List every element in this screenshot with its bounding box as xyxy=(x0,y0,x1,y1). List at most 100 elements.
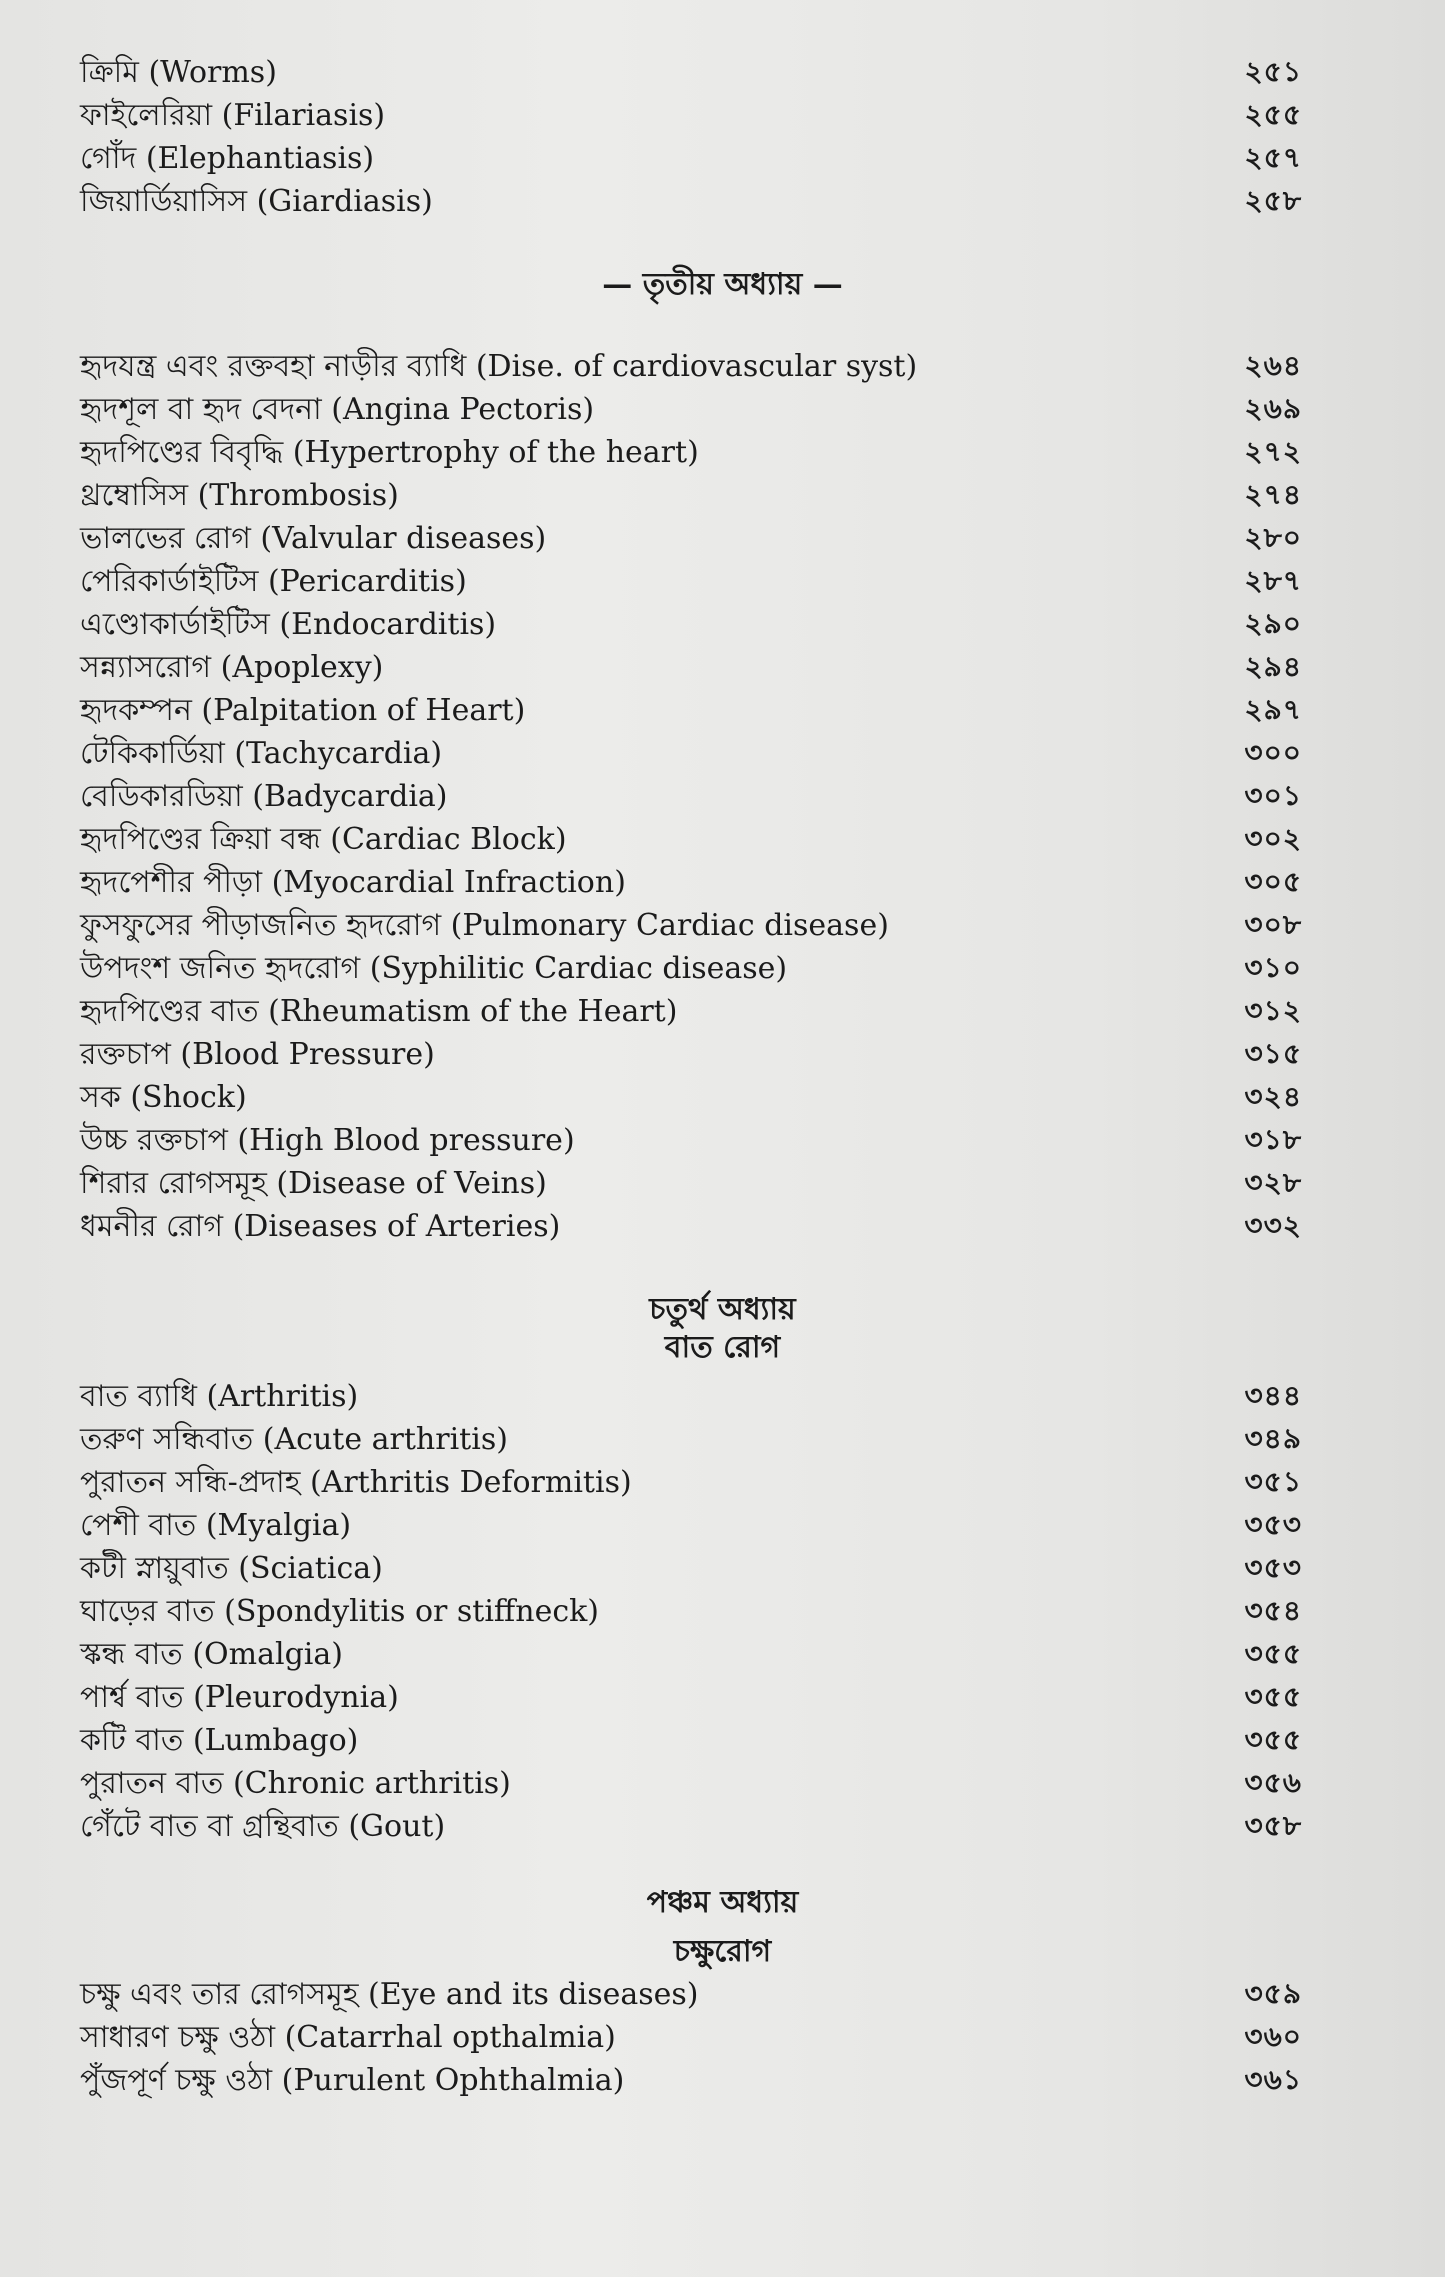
toc-entry: হৃদপিণ্ডের বাত (Rheumatism of the Heart)… xyxy=(80,991,1302,1034)
toc-entry: বেডিকারডিয়া (Badycardia) ৩০১ xyxy=(80,776,1302,819)
entry-page-number: ৩২৮ xyxy=(1244,1166,1302,1199)
entry-title: সাধারণ চক্ষু ওঠা (Catarrhal opthalmia) xyxy=(80,2020,616,2055)
entry-page-number: ৩০৫ xyxy=(1244,865,1302,898)
entry-page-number: ২৫৮ xyxy=(1244,184,1302,217)
entry-page-number: ৩৬০ xyxy=(1244,2020,1302,2053)
toc-entry: হৃদশূল বা হৃদ বেদনা (Angina Pectoris) ২৬৯ xyxy=(80,389,1302,432)
entry-page-number: ২৫১ xyxy=(1244,55,1302,88)
entry-page-number: ৩৩২ xyxy=(1244,1209,1302,1242)
entry-page-number: ৩৫৫ xyxy=(1244,1723,1302,1756)
section-entries: ক্রিমি (Worms) ২৫১ ফাইলেরিয়া (Filariasis)… xyxy=(80,52,1302,224)
entry-page-number: ২৬৯ xyxy=(1244,392,1302,425)
entry-title: হৃদপিণ্ডের ক্রিয়া বন্ধ (Cardiac Block) xyxy=(80,822,567,857)
toc-entry: তরুণ সন্ধিবাত (Acute arthritis) ৩৪৯ xyxy=(80,1419,1302,1462)
entry-title: বাত ব্যাধি (Arthritis) xyxy=(80,1379,359,1414)
toc-entry: ক্রিমি (Worms) ২৫১ xyxy=(80,52,1302,95)
chapter-heading: — তৃতীয় অধ্যায় — xyxy=(0,265,1445,305)
chapter-heading: চতুর্থ অধ্যায় বাত রোগ xyxy=(0,1291,1445,1367)
entry-title: পুঁজপূর্ণ চক্ষু ওঠা (Purulent Ophthalmia… xyxy=(80,2063,625,2098)
toc-entry: ফাইলেরিয়া (Filariasis) ২৫৫ xyxy=(80,95,1302,138)
toc-entry: গোঁদ (Elephantiasis) ২৫৭ xyxy=(80,138,1302,181)
toc-entry: হৃদপিণ্ডের ক্রিয়া বন্ধ (Cardiac Block) ৩… xyxy=(80,819,1302,862)
entry-title: টেকিকার্ডিয়া (Tachycardia) xyxy=(80,736,443,771)
entry-page-number: ৩৫৮ xyxy=(1244,1809,1302,1842)
entry-title: পেশী বাত (Myalgia) xyxy=(80,1508,352,1543)
chapter-title: চতুর্থ অধ্যায় xyxy=(649,1292,796,1327)
toc-entry: পেরিকার্ডাইটিস (Pericarditis) ২৮৭ xyxy=(80,561,1302,604)
chapter-title: — তৃতীয় অধ্যায় — xyxy=(602,267,843,302)
entry-page-number: ৩৪৯ xyxy=(1244,1422,1302,1455)
chapter-subtitle: চক্ষুরোগ xyxy=(673,1934,772,1969)
entry-title: পুরাতন সন্ধি-প্রদাহ (Arthritis Deformiti… xyxy=(80,1465,632,1500)
toc-entry: ভালভের রোগ (Valvular diseases) ২৮০ xyxy=(80,518,1302,561)
entry-page-number: ২৮০ xyxy=(1244,521,1302,554)
toc-entry: ফুসফুসের পীড়াজনিত হৃদরোগ (Pulmonary Car… xyxy=(80,905,1302,948)
entry-title: ধমনীর রোগ (Diseases of Arteries) xyxy=(80,1209,561,1244)
toc-entry: হৃদযন্ত্র এবং রক্তবহা নাড়ীর ব্যাধি (Dis… xyxy=(80,346,1302,389)
entry-title: ক্রিমি (Worms) xyxy=(80,55,277,90)
entry-title: উচ্চ রক্তচাপ (High Blood pressure) xyxy=(80,1123,575,1158)
entry-title: হৃদপিণ্ডের বাত (Rheumatism of the Heart) xyxy=(80,994,678,1029)
entry-page-number: ৩৪৪ xyxy=(1244,1379,1302,1412)
toc-entry: সাধারণ চক্ষু ওঠা (Catarrhal opthalmia) ৩৬… xyxy=(80,2017,1302,2060)
toc-entry: শিরার রোগসমূহ (Disease of Veins) ৩২৮ xyxy=(80,1163,1302,1206)
chapter-title: পঞ্চম অধ্যায় xyxy=(646,1885,799,1920)
entry-title: হৃদপেশীর পীড়া (Myocardial Infraction) xyxy=(80,865,626,900)
entry-page-number: ৩১০ xyxy=(1244,951,1302,984)
entry-title: পুরাতন বাত (Chronic arthritis) xyxy=(80,1766,511,1801)
entry-title: ঘাড়ের বাত (Spondylitis or stiffneck) xyxy=(80,1594,600,1629)
entry-page-number: ৩৫১ xyxy=(1244,1465,1302,1498)
entry-title: ফুসফুসের পীড়াজনিত হৃদরোগ (Pulmonary Car… xyxy=(80,908,889,943)
entry-title: তরুণ সন্ধিবাত (Acute arthritis) xyxy=(80,1422,508,1457)
toc-entry: এণ্ডোকার্ডাইটিস (Endocarditis) ২৯০ xyxy=(80,604,1302,647)
entry-title: রক্তচাপ (Blood Pressure) xyxy=(80,1037,435,1072)
section-entries: বাত ব্যাধি (Arthritis) ৩৪৪ তরুণ সন্ধিবাত (… xyxy=(80,1376,1302,1849)
entry-title: হৃদপিণ্ডের বিবৃদ্ধি (Hypertrophy of the … xyxy=(80,435,699,470)
section-entries: চক্ষু এবং তার রোগসমূহ (Eye and its disea… xyxy=(80,1974,1302,2103)
entry-title: ফাইলেরিয়া (Filariasis) xyxy=(80,98,386,133)
entry-title: থ্রম্বোসিস (Thrombosis) xyxy=(80,478,399,513)
toc-entry: থ্রম্বোসিস (Thrombosis) ২৭৪ xyxy=(80,475,1302,518)
toc-entry: পার্শ্ব বাত (Pleurodynia) ৩৫৫ xyxy=(80,1677,1302,1720)
toc-entry: পুরাতন সন্ধি-প্রদাহ (Arthritis Deformiti… xyxy=(80,1462,1302,1505)
entry-title: বেডিকারডিয়া (Badycardia) xyxy=(80,779,448,814)
entry-page-number: ২৭২ xyxy=(1244,435,1302,468)
toc-entry: পুরাতন বাত (Chronic arthritis) ৩৫৬ xyxy=(80,1763,1302,1806)
toc-entry: চক্ষু এবং তার রোগসমূহ (Eye and its disea… xyxy=(80,1974,1302,2017)
toc-entry: ধমনীর রোগ (Diseases of Arteries) ৩৩২ xyxy=(80,1206,1302,1249)
toc-entry: গেঁটে বাত বা গ্রন্থিবাত (Gout) ৩৫৮ xyxy=(80,1806,1302,1849)
entry-title: পেরিকার্ডাইটিস (Pericarditis) xyxy=(80,564,467,599)
toc-entry: উচ্চ রক্তচাপ (High Blood pressure) ৩১৮ xyxy=(80,1120,1302,1163)
toc-entry: ঘাড়ের বাত (Spondylitis or stiffneck) ৩৫৪ xyxy=(80,1591,1302,1634)
entry-title: জিয়ার্ডিয়াসিস (Giardiasis) xyxy=(80,184,433,219)
entry-title: শিরার রোগসমূহ (Disease of Veins) xyxy=(80,1166,547,1201)
toc-entry: হৃদপেশীর পীড়া (Myocardial Infraction) ৩০… xyxy=(80,862,1302,905)
entry-title: সন্ন্যাসরোগ (Apoplexy) xyxy=(80,650,384,685)
toc-entry: উপদংশ জনিত হৃদরোগ (Syphilitic Cardiac di… xyxy=(80,948,1302,991)
entry-page-number: ৩৫৫ xyxy=(1244,1637,1302,1670)
entry-page-number: ৩০২ xyxy=(1244,822,1302,855)
entry-title: চক্ষু এবং তার রোগসমূহ (Eye and its disea… xyxy=(80,1977,699,2012)
entry-page-number: ৩৫৯ xyxy=(1244,1977,1302,2010)
toc-entry: হৃদকম্পন (Palpitation of Heart) ২৯৭ xyxy=(80,690,1302,733)
entry-page-number: ২৯৭ xyxy=(1244,693,1302,726)
entry-page-number: ২৯০ xyxy=(1244,607,1302,640)
entry-page-number: ২৭৪ xyxy=(1244,478,1302,511)
entry-page-number: ৩১২ xyxy=(1244,994,1302,1027)
toc-entry: জিয়ার্ডিয়াসিস (Giardiasis) ২৫৮ xyxy=(80,181,1302,224)
chapter-subtitle: বাত রোগ xyxy=(664,1330,781,1365)
entry-page-number: ৩৫৩ xyxy=(1244,1551,1302,1584)
toc-entry: পেশী বাত (Myalgia) ৩৫৩ xyxy=(80,1505,1302,1548)
entry-title: সক (Shock) xyxy=(80,1080,247,1115)
entry-page-number: ২৮৭ xyxy=(1244,564,1302,597)
entry-title: কটি বাত (Lumbago) xyxy=(80,1723,359,1758)
entry-title: গোঁদ (Elephantiasis) xyxy=(80,141,375,176)
entry-page-number: ৩১৮ xyxy=(1244,1123,1302,1156)
entry-page-number: ২৬৪ xyxy=(1244,349,1302,382)
entry-page-number: ৩৫৬ xyxy=(1244,1766,1302,1799)
entry-page-number: ২৯৪ xyxy=(1244,650,1302,683)
entry-title: স্কন্ধ বাত (Omalgia) xyxy=(80,1637,343,1672)
entry-page-number: ৩০১ xyxy=(1244,779,1302,812)
entry-page-number: ৩৬১ xyxy=(1244,2063,1302,2096)
entry-title: এণ্ডোকার্ডাইটিস (Endocarditis) xyxy=(80,607,497,642)
